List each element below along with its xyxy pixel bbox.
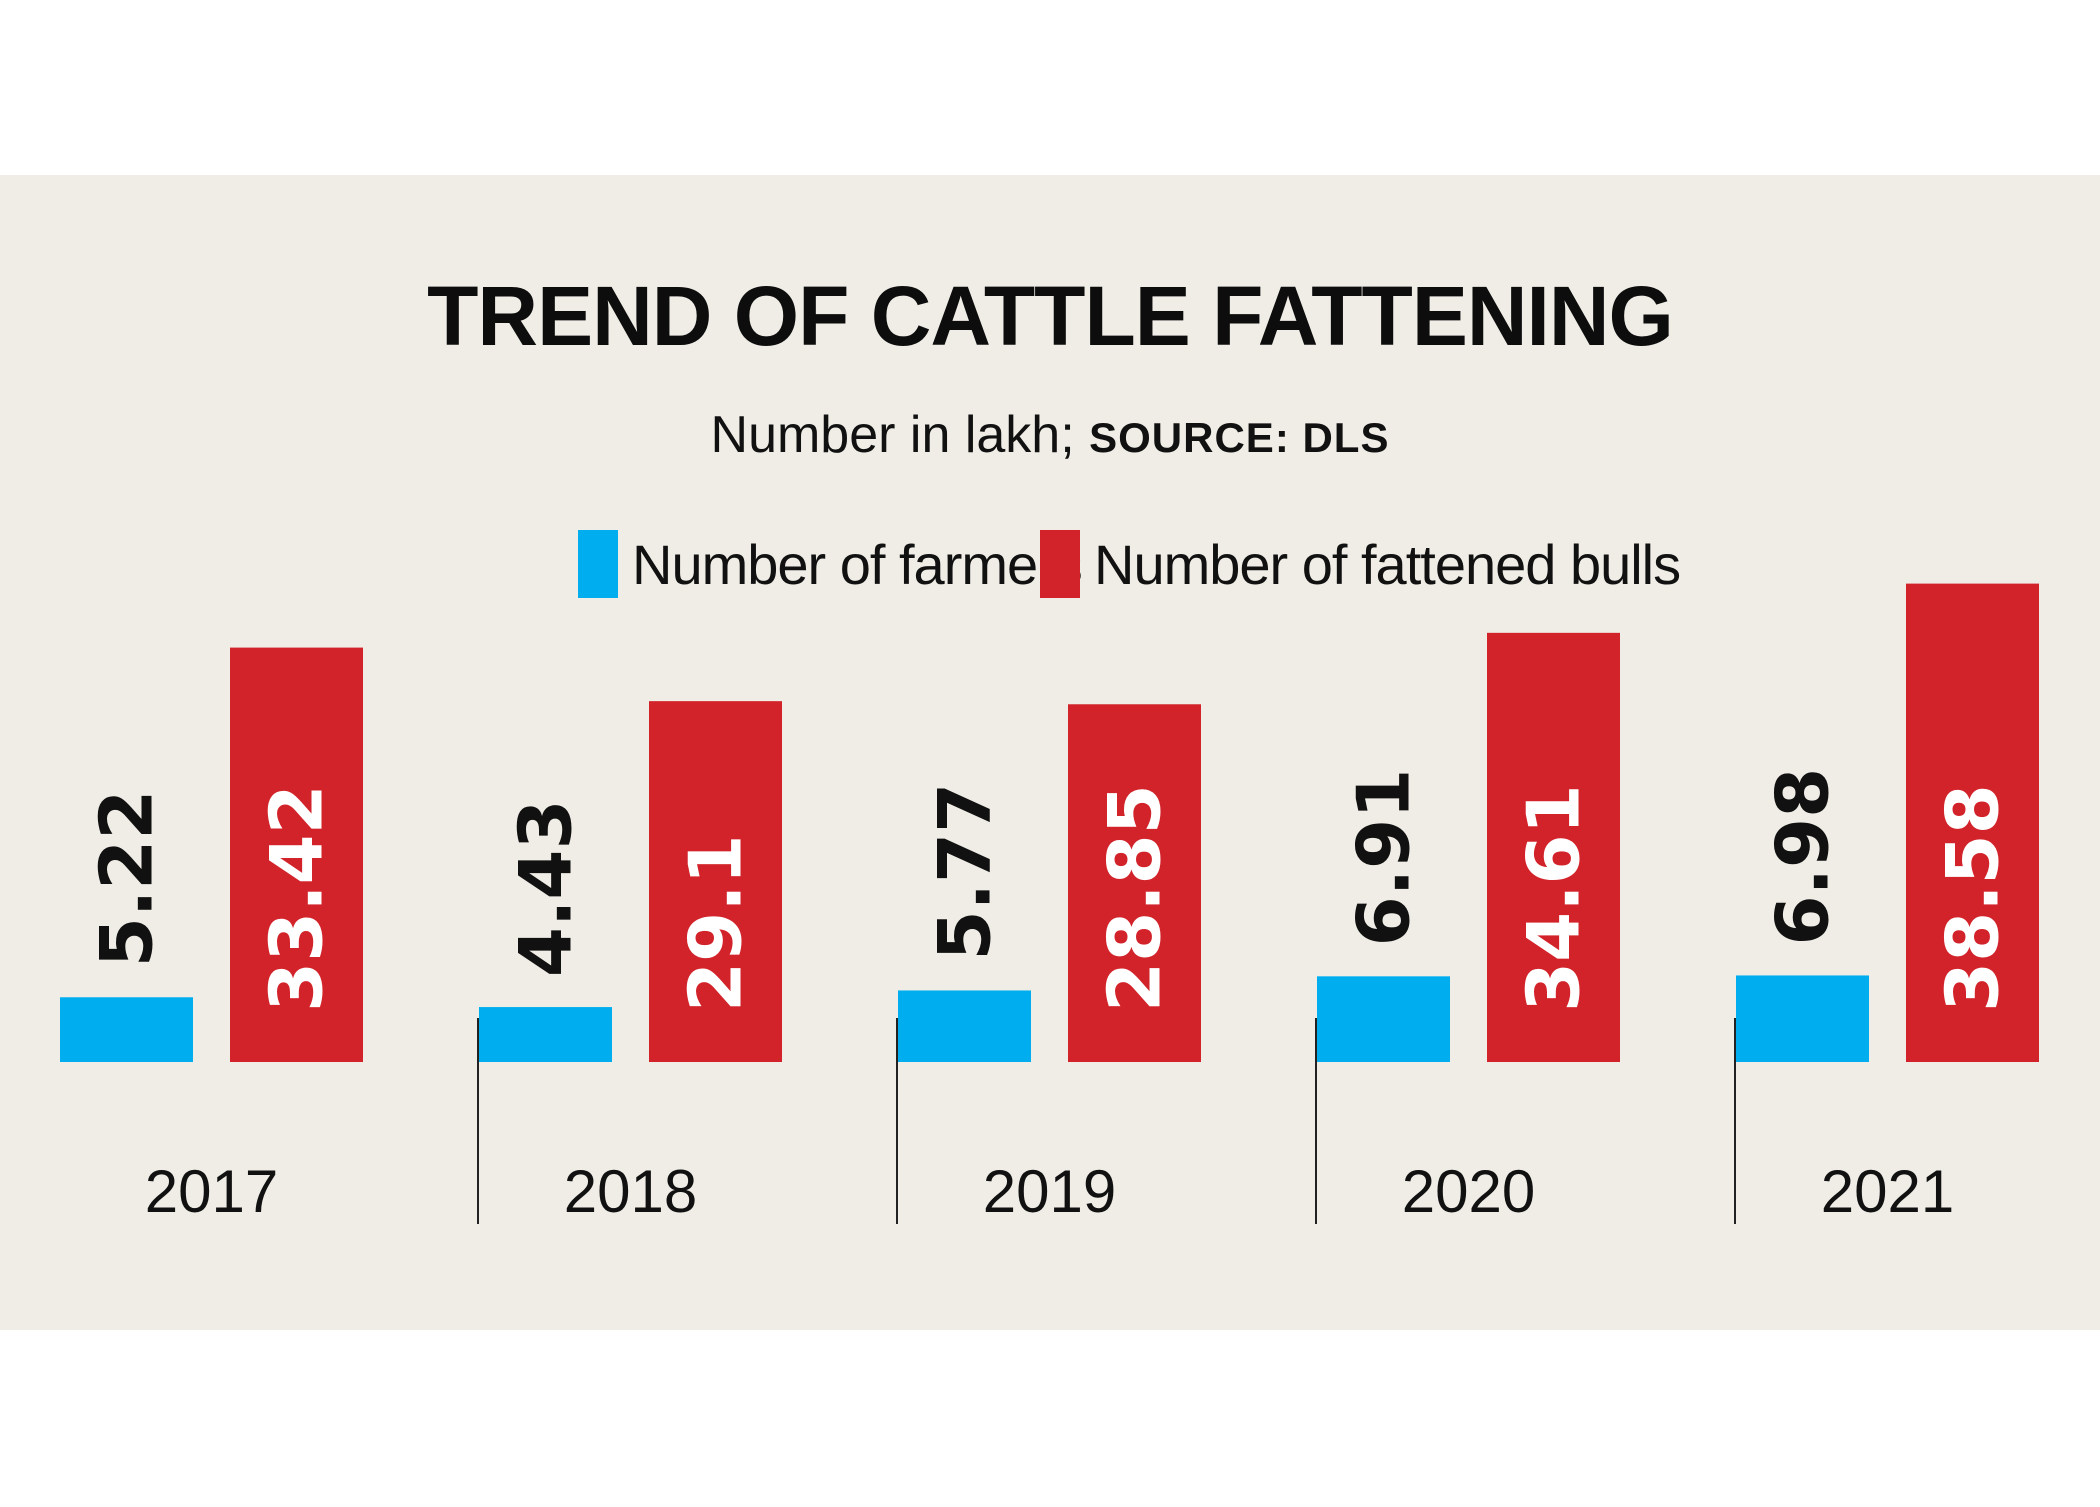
bar-farmers-2019 — [898, 990, 1031, 1062]
x-tick-label-2017: 2017 — [145, 1158, 278, 1225]
legend-label-farmers: Number of farmers — [632, 532, 1083, 596]
bar-farmers-2017 — [60, 997, 193, 1062]
x-tick-label-2018: 2018 — [564, 1158, 697, 1225]
legend-item-farmers: Number of farmers — [578, 530, 1083, 598]
value-label-farmers-2017: 5.22 — [85, 790, 169, 968]
bar-bulls-2021 — [1906, 583, 2039, 1062]
value-label-farmers-2021: 6.98 — [1761, 768, 1845, 946]
x-tick-label-2021: 2021 — [1821, 1158, 1954, 1225]
x-tick-label-2019: 2019 — [983, 1158, 1116, 1225]
bar-bulls-2018 — [649, 701, 782, 1062]
bar-farmers-2021 — [1736, 975, 1869, 1062]
value-label-farmers-2019: 5.77 — [923, 783, 1007, 961]
legend-swatch-farmers — [578, 530, 618, 598]
bar-bulls-2019 — [1068, 704, 1201, 1062]
value-label-bulls-2018: 29.1 — [674, 834, 758, 1012]
value-label-bulls-2021: 38.58 — [1931, 784, 2015, 1012]
bar-farmers-2020 — [1317, 976, 1450, 1062]
bar-bulls-2020 — [1487, 632, 1620, 1062]
subtitle-source: SOURCE: DLS — [1089, 414, 1390, 461]
legend-swatch-bulls — [1040, 530, 1080, 598]
x-tick-label-2020: 2020 — [1402, 1158, 1535, 1225]
value-label-farmers-2018: 4.43 — [504, 799, 588, 977]
value-label-bulls-2017: 33.42 — [255, 784, 339, 1012]
value-label-farmers-2020: 6.91 — [1342, 769, 1426, 947]
legend-item-bulls: Number of fattened bulls — [1040, 530, 1681, 598]
value-label-bulls-2020: 34.61 — [1512, 784, 1596, 1012]
legend-label-bulls: Number of fattened bulls — [1094, 532, 1681, 596]
legend: Number of farmers Number of fattened bul… — [0, 530, 2100, 610]
subtitle-units: Number in lakh; — [710, 406, 1075, 464]
chart-subtitle: Number in lakh; SOURCE: DLS — [0, 405, 2100, 465]
bar-bulls-2017 — [230, 647, 363, 1062]
chart-title: TREND OF CATTLE FATTENING — [427, 269, 1674, 363]
bar-farmers-2018 — [479, 1007, 612, 1062]
value-label-bulls-2019: 28.85 — [1093, 784, 1177, 1012]
